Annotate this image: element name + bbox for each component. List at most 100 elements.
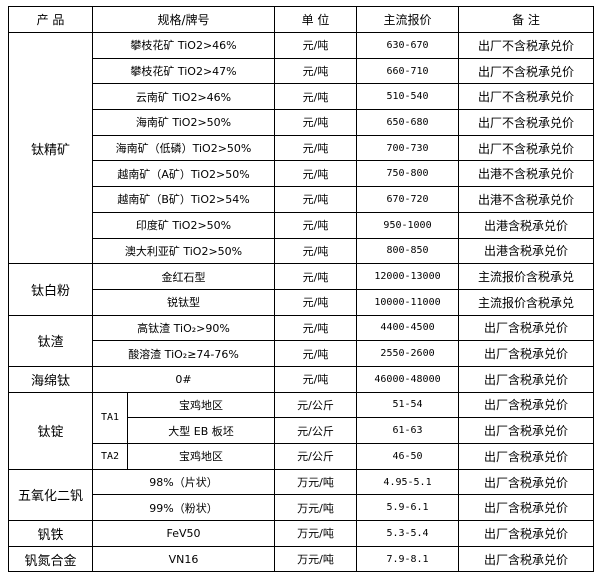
product-cell: 钛精矿 — [8, 31, 93, 265]
spec-cell: 印度矿 TiO2>50% — [91, 211, 276, 239]
product-cell: 钒铁 — [8, 520, 93, 547]
product-cell: 五氧化二钒 — [8, 468, 93, 522]
unit-cell: 元/吨 — [274, 109, 358, 136]
note-cell: 出厂含税承兑价 — [458, 314, 595, 342]
note-cell: 出港不含税承兑价 — [458, 160, 595, 188]
spec-cell: 98%（片状） — [91, 468, 276, 496]
price-cell: 510-540 — [356, 83, 460, 111]
grade-cell: TA2 — [92, 443, 128, 470]
note-cell: 出厂不含税承兑价 — [458, 32, 595, 59]
unit-cell: 元/吨 — [274, 32, 358, 59]
spec-cell: 海南矿（低磷）TiO2>50% — [91, 134, 276, 162]
table-row: 钛锭 TA1 宝鸡地区 元/公斤 51-54 出厂含税承兑价 — [8, 391, 595, 470]
unit-cell: 元/吨 — [274, 237, 358, 265]
spec-cell: 大型 EB 板坯 — [126, 417, 276, 444]
price-cell: 51-54 — [356, 391, 460, 419]
table-row: 钛精矿 攀枝花矿 TiO2>46% 元/吨 630-670 出厂不含税承兑价 — [8, 31, 595, 265]
note-cell: 主流报价含税承兑 — [458, 288, 595, 316]
unit-cell: 元/吨 — [274, 340, 358, 367]
spec-cell: 金红石型 — [91, 263, 276, 290]
header-note: 备 注 — [458, 6, 595, 33]
spec-cell: 99%（粉状） — [91, 494, 276, 522]
table-row: 越南矿（B矿）TiO2>54% 元/吨 670-720 出港不含税承兑价 — [9, 186, 595, 213]
spec-cell: 攀枝花矿 TiO2>47% — [91, 57, 276, 85]
table-row: 印度矿 TiO2>50% 元/吨 950-1000 出港含税承兑价 — [9, 211, 595, 239]
header-price: 主流报价 — [356, 6, 460, 33]
unit-cell: 元/公斤 — [274, 417, 358, 444]
spec-cell: VN16 — [91, 545, 276, 573]
spec-cell: 高钛渣 TiO₂>90% — [91, 314, 276, 342]
price-cell: 7.9-8.1 — [356, 545, 460, 573]
unit-cell: 元/吨 — [274, 57, 358, 85]
price-cell: 5.9-6.1 — [356, 494, 460, 522]
table-row: 钛渣 高钛渣 TiO₂>90% 元/吨 4400-4500 出厂含税承兑价 — [8, 314, 595, 367]
note-cell: 出港含税承兑价 — [458, 237, 595, 265]
table-row: 锐钛型 元/吨 10000-11000 主流报价含税承兑 — [9, 288, 595, 316]
header-product: 产 品 — [8, 6, 93, 33]
spec-cell: 宝鸡地区 — [126, 443, 276, 470]
price-cell: 950-1000 — [356, 211, 460, 239]
price-cell: 5.3-5.4 — [356, 520, 460, 547]
table-row: 海绵钛 0# 元/吨 46000-48000 出厂含税承兑价 — [8, 365, 595, 393]
unit-cell: 万元/吨 — [274, 494, 358, 522]
price-cell: 630-670 — [356, 32, 460, 59]
note-cell: 出厂不含税承兑价 — [458, 109, 595, 136]
product-cell: 钒氮合金 — [8, 545, 93, 573]
table-row: 攀枝花矿 TiO2>47% 元/吨 660-710 出厂不含税承兑价 — [9, 57, 595, 85]
unit-cell: 万元/吨 — [274, 545, 358, 573]
price-cell: 4400-4500 — [356, 314, 460, 342]
spec-cell: 0# — [91, 365, 276, 393]
unit-cell: 元/公斤 — [274, 391, 358, 419]
unit-cell: 元/吨 — [274, 365, 358, 393]
note-cell: 出厂不含税承兑价 — [458, 57, 595, 85]
unit-cell: 元/吨 — [274, 83, 358, 111]
unit-cell: 万元/吨 — [274, 520, 358, 547]
price-cell: 46-50 — [356, 443, 460, 470]
note-cell: 出厂不含税承兑价 — [458, 83, 595, 111]
price-cell: 670-720 — [356, 186, 460, 213]
table-header-row: 产 品 规格/牌号 单 位 主流报价 备 注 — [8, 6, 595, 33]
price-cell: 660-710 — [356, 57, 460, 85]
unit-cell: 元/吨 — [274, 160, 358, 188]
table-row: 五氧化二钒 98%（片状） 万元/吨 4.95-5.1 出厂含税承兑价 — [8, 468, 595, 522]
product-cell: 海绵钛 — [8, 365, 93, 393]
spec-cell: 锐钛型 — [91, 288, 276, 316]
product-cell: 钛锭 — [8, 391, 93, 470]
unit-cell: 元/吨 — [274, 211, 358, 239]
table-row: 钛白粉 金红石型 元/吨 12000-13000 主流报价含税承兑 — [8, 263, 595, 316]
note-cell: 出厂含税承兑价 — [458, 494, 595, 522]
table-row: 酸溶渣 TiO₂≥74-76% 元/吨 2550-2600 出厂含税承兑价 — [9, 340, 595, 367]
unit-cell: 万元/吨 — [274, 468, 358, 496]
table-row: 云南矿 TiO2>46% 元/吨 510-540 出厂不含税承兑价 — [9, 83, 595, 111]
price-cell: 750-800 — [356, 160, 460, 188]
price-cell: 800-850 — [356, 237, 460, 265]
grade-cell: TA1 — [92, 391, 128, 445]
note-cell: 主流报价含税承兑 — [458, 263, 595, 290]
spec-cell: 攀枝花矿 TiO2>46% — [91, 32, 276, 59]
price-table: 产 品 规格/牌号 单 位 主流报价 备 注 钛精矿 攀枝花矿 TiO2>46% 元… — [8, 6, 595, 573]
note-cell: 出厂不含税承兑价 — [458, 134, 595, 162]
price-cell: 4.95-5.1 — [356, 468, 460, 496]
table-row: 越南矿（A矿）TiO2>50% 元/吨 750-800 出港不含税承兑价 — [9, 160, 595, 188]
price-cell: 2550-2600 — [356, 340, 460, 367]
product-cell: 钛渣 — [8, 314, 93, 367]
table-row: 钒氮合金 VN16 万元/吨 7.9-8.1 出厂含税承兑价 — [8, 545, 595, 573]
table-row: 钒铁 FeV50 万元/吨 5.3-5.4 出厂含税承兑价 — [8, 520, 595, 547]
table-row: 99%（粉状） 万元/吨 5.9-6.1 出厂含税承兑价 — [9, 494, 595, 522]
spec-cell: 越南矿（B矿）TiO2>54% — [91, 186, 276, 213]
table-row: 海南矿 TiO2>50% 元/吨 650-680 出厂不含税承兑价 — [9, 109, 595, 136]
spec-cell: 越南矿（A矿）TiO2>50% — [91, 160, 276, 188]
product-cell: 钛白粉 — [8, 263, 93, 316]
note-cell: 出厂含税承兑价 — [458, 468, 595, 496]
spec-cell: 宝鸡地区 — [126, 391, 276, 419]
spec-cell: 澳大利亚矿 TiO2>50% — [91, 237, 276, 265]
price-cell: 700-730 — [356, 134, 460, 162]
note-cell: 出厂含税承兑价 — [458, 365, 595, 393]
price-cell: 10000-11000 — [356, 288, 460, 316]
note-cell: 出厂含税承兑价 — [458, 545, 595, 573]
unit-cell: 元/公斤 — [274, 443, 358, 470]
spec-cell: FeV50 — [91, 520, 276, 547]
unit-cell: 元/吨 — [274, 314, 358, 342]
price-cell: 12000-13000 — [356, 263, 460, 290]
table-row: TA2 宝鸡地区 元/公斤 46-50 出厂含税承兑价 — [9, 443, 595, 470]
